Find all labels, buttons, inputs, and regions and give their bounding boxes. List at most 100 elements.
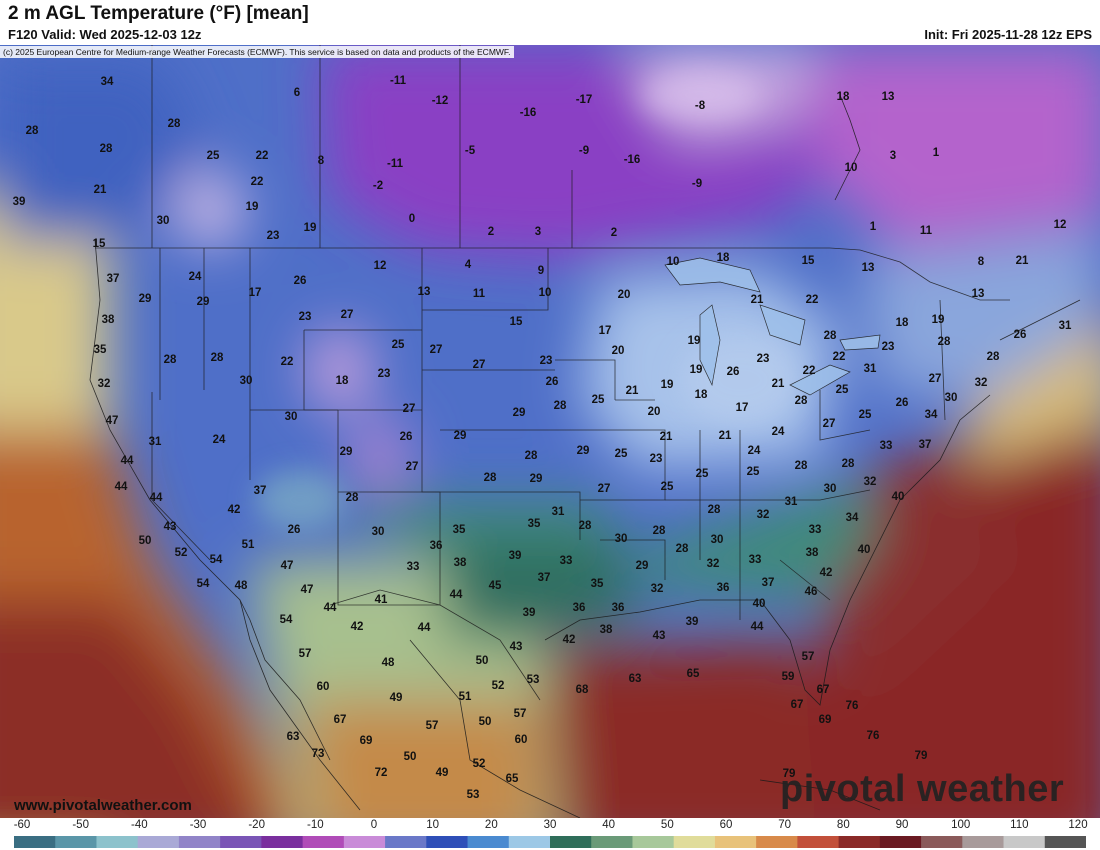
temperature-value: 50 bbox=[138, 535, 152, 547]
temperature-value: 24 bbox=[747, 445, 761, 457]
temperature-value: 36 bbox=[611, 602, 625, 614]
temperature-value: 32 bbox=[756, 509, 770, 521]
temperature-value: 32 bbox=[650, 583, 664, 595]
temperature-value: -11 bbox=[390, 75, 406, 87]
temperature-value: 27 bbox=[472, 359, 486, 371]
temperature-value: 17 bbox=[248, 287, 262, 299]
temperature-value: 21 bbox=[771, 378, 785, 390]
temperature-value: 20 bbox=[647, 406, 661, 418]
temperature-value: 38 bbox=[599, 624, 613, 636]
temperature-value: 23 bbox=[298, 311, 312, 323]
temperature-value: 28 bbox=[553, 400, 567, 412]
temperature-value: 30 bbox=[371, 526, 385, 538]
temperature-value: 28 bbox=[578, 520, 592, 532]
temperature-value: 13 bbox=[881, 91, 895, 103]
scale-color-segment bbox=[55, 836, 98, 848]
temperature-value: 60 bbox=[316, 681, 330, 693]
temperature-value: 54 bbox=[209, 554, 223, 566]
temperature-value: 23 bbox=[756, 353, 770, 365]
temperature-value: 27 bbox=[405, 461, 419, 473]
temperature-value: 30 bbox=[284, 411, 298, 423]
temperature-value: 45 bbox=[488, 580, 502, 592]
scale-tick-label: 80 bbox=[836, 819, 850, 831]
temperature-value: 2 bbox=[487, 226, 495, 238]
temperature-value: -16 bbox=[519, 107, 537, 119]
temperature-value: 76 bbox=[845, 700, 859, 712]
temperature-value: 25 bbox=[206, 150, 220, 162]
temperature-value: 25 bbox=[858, 409, 872, 421]
temperature-value: 11 bbox=[472, 288, 486, 300]
scale-color-segment bbox=[838, 836, 881, 848]
temperature-value: 22 bbox=[805, 294, 819, 306]
temperature-map[interactable] bbox=[0, 45, 1100, 818]
temperature-value: 28 bbox=[794, 460, 808, 472]
temperature-value: 13 bbox=[971, 288, 985, 300]
temperature-value: 35 bbox=[452, 524, 466, 536]
temperature-value: 32 bbox=[974, 377, 988, 389]
temperature-value: 21 bbox=[1015, 255, 1029, 267]
temperature-value: 17 bbox=[735, 402, 749, 414]
temperature-value: 49 bbox=[389, 692, 403, 704]
temperature-value: 18 bbox=[895, 317, 909, 329]
temperature-value: 22 bbox=[255, 150, 269, 162]
temperature-value: -9 bbox=[691, 178, 703, 190]
temperature-value: 13 bbox=[417, 286, 431, 298]
temperature-value: 36 bbox=[716, 582, 730, 594]
temperature-value: 27 bbox=[822, 418, 836, 430]
temperature-value: -8 bbox=[694, 100, 706, 112]
temperature-value: 21 bbox=[750, 294, 764, 306]
scale-tick-label: 40 bbox=[602, 819, 616, 831]
temperature-value: 51 bbox=[458, 691, 472, 703]
temperature-value: 18 bbox=[716, 252, 730, 264]
website-url[interactable]: www.pivotalweather.com bbox=[14, 797, 192, 814]
temperature-value: 17 bbox=[598, 325, 612, 337]
temperature-value: 29 bbox=[339, 446, 353, 458]
scale-color-segment bbox=[14, 836, 56, 848]
temperature-value: 33 bbox=[748, 554, 762, 566]
temperature-value: 28 bbox=[707, 504, 721, 516]
temperature-value: 38 bbox=[453, 557, 467, 569]
temperature-value: 10 bbox=[844, 162, 858, 174]
color-scale-labels: -60 -50 -40 -30 -20 -10 0 10 20 30 40 50 60 70 80 90 100… bbox=[0, 819, 1100, 833]
color-scale: -60 -50 -40 -30 -20 -10 0 10 20 30 40 50 60 70 80 90 100… bbox=[0, 818, 1100, 850]
scale-color-segment bbox=[962, 836, 1005, 848]
temperature-value: 31 bbox=[784, 496, 798, 508]
scale-color-segment bbox=[343, 836, 386, 848]
temperature-value: -11 bbox=[387, 158, 403, 170]
temperature-value: 21 bbox=[659, 431, 673, 443]
temperature-value: 30 bbox=[944, 392, 958, 404]
map-title: 2 m AGL Temperature (°F) [mean] bbox=[8, 3, 309, 24]
temperature-value: 19 bbox=[689, 364, 703, 376]
temperature-value: 26 bbox=[293, 275, 307, 287]
temperature-value: 28 bbox=[524, 450, 538, 462]
temperature-value: 76 bbox=[866, 730, 880, 742]
temperature-value: 21 bbox=[718, 430, 732, 442]
temperature-value: 54 bbox=[196, 578, 210, 590]
temperature-value: 11 bbox=[919, 225, 933, 237]
temperature-value: 24 bbox=[771, 426, 785, 438]
temperature-field bbox=[0, 45, 1100, 818]
scale-color-segment bbox=[178, 836, 221, 848]
temperature-value: 38 bbox=[101, 314, 115, 326]
temperature-value: 30 bbox=[156, 215, 170, 227]
scale-tick-label: 10 bbox=[426, 819, 440, 831]
scale-tick-label: 30 bbox=[543, 819, 557, 831]
temperature-value: 67 bbox=[816, 684, 830, 696]
valid-time: F120 Valid: Wed 2025-12-03 12z bbox=[8, 27, 202, 42]
scale-color-segment bbox=[756, 836, 798, 848]
temperature-value: 37 bbox=[918, 439, 932, 451]
temperature-value: 29 bbox=[196, 296, 210, 308]
temperature-value: 12 bbox=[1053, 219, 1067, 231]
temperature-value: 42 bbox=[350, 621, 364, 633]
temperature-value: 1 bbox=[869, 221, 877, 233]
scale-tick-label: -60 bbox=[13, 819, 31, 831]
temperature-value: 26 bbox=[287, 524, 301, 536]
temperature-value: 18 bbox=[335, 375, 349, 387]
temperature-value: 26 bbox=[726, 366, 740, 378]
scale-tick-label: 50 bbox=[660, 819, 674, 831]
map-header: 2 m AGL Temperature (°F) [mean] F120 Val… bbox=[0, 0, 1100, 45]
scale-tick-label: -20 bbox=[248, 819, 265, 831]
temperature-value: 24 bbox=[212, 434, 226, 446]
temperature-value: 37 bbox=[106, 273, 120, 285]
scale-tick-label: 70 bbox=[778, 819, 792, 831]
